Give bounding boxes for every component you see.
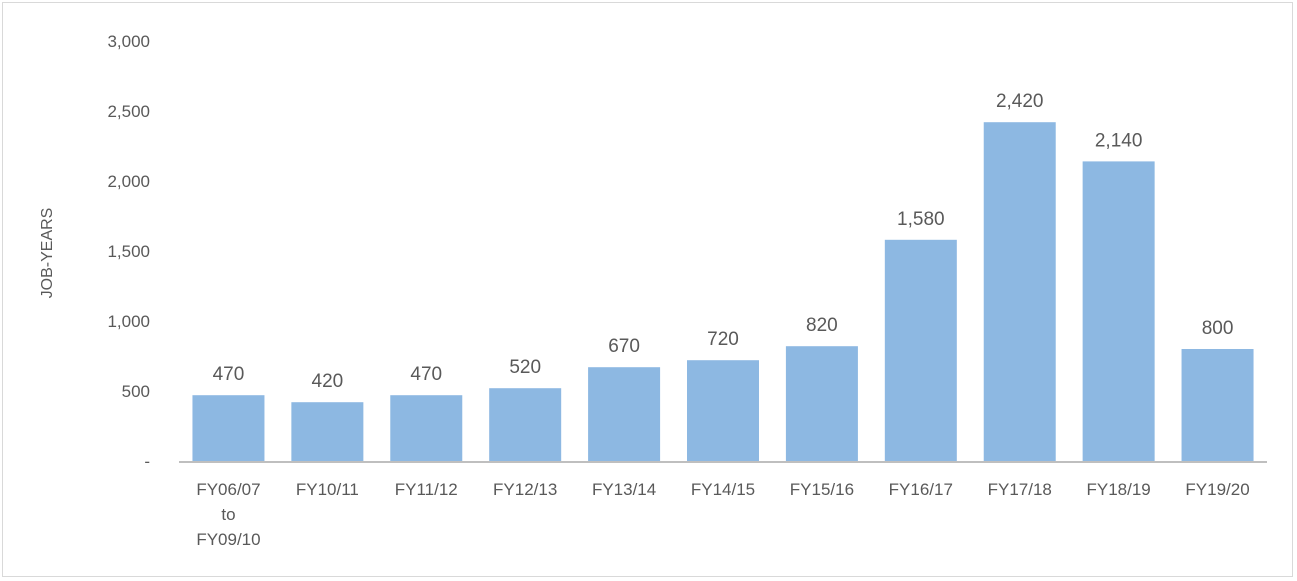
y-tick-label: 2,000 [107, 172, 150, 191]
bar [1181, 349, 1254, 461]
y-axis-ticks: - 500 1,000 1,500 2,000 2,500 3,000 [107, 32, 150, 471]
bar [983, 122, 1056, 461]
y-tick-label: 3,000 [107, 32, 150, 51]
data-label: 670 [608, 336, 640, 357]
x-tick-label: FY10/11 [296, 480, 359, 499]
data-label: 1,580 [897, 209, 945, 230]
bar [1082, 161, 1155, 461]
bar [588, 367, 661, 461]
data-label: 800 [1202, 318, 1234, 339]
bar [785, 346, 858, 461]
bars [192, 122, 1254, 461]
data-label: 820 [806, 315, 838, 336]
y-tick-label: 500 [122, 382, 150, 401]
x-tick-label: FY14/15 [691, 480, 755, 499]
x-tick-label: FY19/20 [1185, 480, 1249, 499]
bar [489, 388, 562, 461]
data-label: 420 [312, 371, 344, 392]
data-labels: 470 420 470 520 670 720 820 1,580 2,420 2,140 800 [213, 91, 1234, 392]
bar [687, 360, 759, 461]
x-tick-label: FY17/18 [988, 480, 1052, 499]
bar [884, 239, 957, 461]
x-tick-label: FY13/14 [592, 480, 656, 499]
y-tick-label: 1,000 [107, 312, 150, 331]
bar [291, 402, 364, 461]
x-tick-label: FY15/16 [790, 480, 854, 499]
x-tick-label: FY18/19 [1087, 480, 1151, 499]
x-tick-label: FY16/17 [889, 480, 953, 499]
x-axis-ticks: FY06/07 to FY09/10 FY10/11 FY11/12 FY12/13 FY1… [196, 480, 1249, 549]
x-tick-label: FY11/12 [395, 480, 458, 499]
y-axis-label: JOB-YEARS [39, 208, 56, 299]
x-tick-label: FY12/13 [493, 480, 557, 499]
data-label: 470 [410, 364, 442, 385]
x-tick-label: FY06/07 to FY09/10 [196, 480, 260, 549]
data-label: 470 [213, 364, 245, 385]
data-label: 520 [509, 357, 541, 378]
data-label: 720 [707, 329, 739, 350]
y-tick-label: - [144, 452, 150, 471]
y-tick-label: 1,500 [107, 242, 150, 261]
data-label: 2,420 [996, 91, 1044, 112]
bar [192, 395, 265, 461]
data-label: 2,140 [1095, 130, 1143, 151]
y-tick-label: 2,500 [107, 102, 150, 121]
bar [390, 395, 463, 461]
